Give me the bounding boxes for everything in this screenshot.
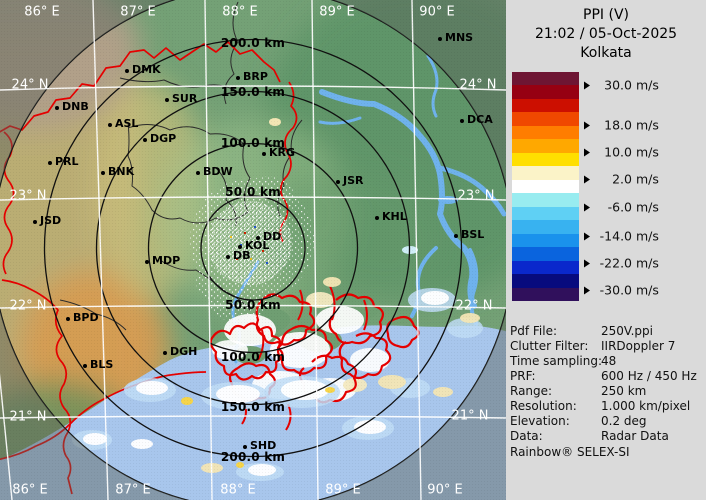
product-title: PPI (V) 21:02 / 05-Oct-2025 Kolkata xyxy=(506,6,706,63)
legend-tick-arrow-icon xyxy=(584,286,590,294)
legend-band xyxy=(512,233,579,248)
legend-unit: m/s xyxy=(632,255,659,271)
software-brand: Rainbow® SELEX-SI xyxy=(510,445,630,459)
metadata-row: Clutter Filter: IIRDoppler 7 xyxy=(506,339,706,354)
legend-tick-arrow-icon xyxy=(584,81,590,89)
legend-unit: m/s xyxy=(632,282,659,298)
legend-band xyxy=(512,98,579,113)
metadata-value: Radar Data xyxy=(601,429,669,443)
legend-value: -22.0 xyxy=(599,255,632,271)
legend-unit: m/s xyxy=(632,199,659,215)
legend-entry: -14.0 m/s xyxy=(584,229,659,244)
legend-band xyxy=(512,112,579,126)
metadata-value: IIRDoppler 7 xyxy=(601,339,676,353)
metadata-value: 48 xyxy=(601,354,617,368)
legend-band xyxy=(512,260,579,275)
legend-value: -6.0 xyxy=(607,199,632,215)
legend-band xyxy=(512,125,579,140)
metadata-value: 250V.ppi xyxy=(601,324,653,338)
metadata-label: Resolution: xyxy=(510,399,577,413)
metadata-row: Elevation: 0.2 deg xyxy=(506,414,706,429)
legend-unit: m/s xyxy=(632,117,659,133)
metadata-row: Data: Radar Data xyxy=(506,429,706,444)
metadata-label: Data: xyxy=(510,429,543,443)
metadata-label: Pdf File: xyxy=(510,324,558,338)
legend-band xyxy=(512,247,579,261)
legend-tick-arrow-icon xyxy=(584,175,590,183)
legend-tick-arrow-icon xyxy=(584,203,590,211)
metadata-label: Range: xyxy=(510,384,553,398)
metadata-value: 0.2 deg xyxy=(601,414,647,428)
metadata-row: Pdf File: 250V.ppi xyxy=(506,324,706,339)
radar-display[interactable]: 86° E 87° E 88° E 89° E 90° E 86° E 87° E 88° E… xyxy=(0,0,506,500)
legend-band xyxy=(512,220,579,234)
legend-entry: -30.0 m/s xyxy=(584,283,659,298)
legend-band xyxy=(512,72,579,86)
legend-band xyxy=(512,193,579,207)
legend-band xyxy=(512,152,579,167)
metadata-label: Time sampling: xyxy=(510,354,603,368)
legend-tick-arrow-icon xyxy=(584,232,590,240)
legend-colorbar xyxy=(512,72,579,301)
legend-entry: -22.0 m/s xyxy=(584,256,659,271)
metadata-value: 600 Hz / 450 Hz xyxy=(601,369,697,383)
product-type: PPI (V) xyxy=(583,7,629,23)
legend-value: 18.0 xyxy=(604,117,632,133)
legend-tick-arrow-icon xyxy=(584,148,590,156)
dither-texture xyxy=(0,0,506,500)
legend-value: -14.0 xyxy=(599,228,632,244)
legend-band xyxy=(512,166,579,180)
legend-value: -30.0 xyxy=(599,282,632,298)
legend-value: 10.0 xyxy=(604,144,632,160)
metadata-label: Clutter Filter: xyxy=(510,339,589,353)
legend-unit: m/s xyxy=(632,77,659,93)
legend-tick-arrow-icon xyxy=(584,259,590,267)
legend-entry: 18.0 m/s xyxy=(584,118,659,133)
legend-unit: m/s xyxy=(632,144,659,160)
metadata-value: 250 km xyxy=(601,384,647,398)
metadata-label: Elevation: xyxy=(510,414,570,428)
legend-band xyxy=(512,206,579,221)
product-timestamp: 21:02 / 05-Oct-2025 xyxy=(534,26,678,42)
metadata-label: PRF: xyxy=(510,369,536,383)
legend-unit: m/s xyxy=(632,228,659,244)
metadata-row: PRF: 600 Hz / 450 Hz xyxy=(506,369,706,384)
legend-entry: 2.0 m/s xyxy=(584,172,659,187)
legend-entries: 30.0 m/s 18.0 m/s 10.0 m/s 2.0 m/s -6.0 m/s -… xyxy=(506,0,706,320)
legend-band xyxy=(512,139,579,153)
legend-band xyxy=(512,179,579,194)
legend-band xyxy=(512,287,579,301)
metadata-value: 1.000 km/pixel xyxy=(601,399,691,413)
legend-entry: 10.0 m/s xyxy=(584,145,659,160)
radar-map-svg xyxy=(0,0,506,500)
info-panel: PPI (V) 21:02 / 05-Oct-2025 Kolkata 30.0… xyxy=(506,0,706,500)
legend-entry: 30.0 m/s xyxy=(584,78,659,93)
legend-value: 30.0 xyxy=(604,77,632,93)
legend-unit: m/s xyxy=(632,171,659,187)
legend-band xyxy=(512,274,579,288)
metadata-row: Time sampling: 48 xyxy=(506,354,706,369)
metadata-rows: Pdf File: 250V.ppi Clutter Filter: IIRDoppl… xyxy=(506,324,706,444)
legend-entry: -6.0 m/s xyxy=(584,200,659,215)
metadata-row: Range: 250 km xyxy=(506,384,706,399)
legend-tick-arrow-icon xyxy=(584,121,590,129)
metadata-row: Resolution: 1.000 km/pixel xyxy=(506,399,706,414)
radar-site-name: Kolkata xyxy=(580,45,632,61)
legend-band xyxy=(512,85,579,99)
legend-value: 2.0 xyxy=(612,171,632,187)
